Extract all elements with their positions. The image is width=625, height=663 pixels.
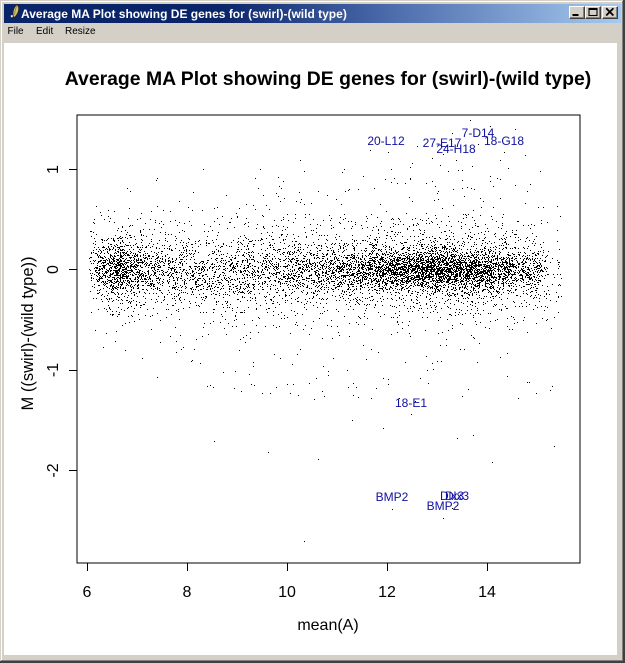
svg-text:8: 8	[183, 584, 192, 601]
svg-text:-1: -1	[45, 363, 62, 377]
svg-text:7-D14: 7-D14	[462, 126, 495, 140]
svg-text:-2: -2	[45, 463, 62, 477]
svg-text:Dlx3: Dlx3	[445, 489, 469, 503]
svg-text:27-E17: 27-E17	[423, 136, 462, 150]
svg-text:14: 14	[478, 584, 496, 601]
svg-text:mean(A): mean(A)	[297, 617, 358, 634]
svg-text:0: 0	[45, 265, 62, 274]
svg-text:18-G18: 18-G18	[484, 134, 524, 148]
svg-text:12: 12	[378, 584, 396, 601]
svg-text:20-L12: 20-L12	[367, 134, 405, 148]
svg-text:Average MA Plot showing DE gen: Average MA Plot showing DE genes for (sw…	[65, 68, 591, 90]
svg-text:18-E1: 18-E1	[395, 396, 427, 410]
svg-text:10: 10	[278, 584, 296, 601]
svg-text:Dlx3: Dlx3	[440, 489, 464, 503]
svg-text:BMP2: BMP2	[376, 490, 409, 504]
svg-text:1: 1	[45, 165, 62, 174]
svg-text:BMP2: BMP2	[427, 499, 460, 513]
svg-text:M ((swirl)-(wild type)): M ((swirl)-(wild type))	[19, 257, 37, 411]
svg-text:6: 6	[83, 584, 92, 601]
svg-text:24-H18: 24-H18	[436, 142, 476, 156]
